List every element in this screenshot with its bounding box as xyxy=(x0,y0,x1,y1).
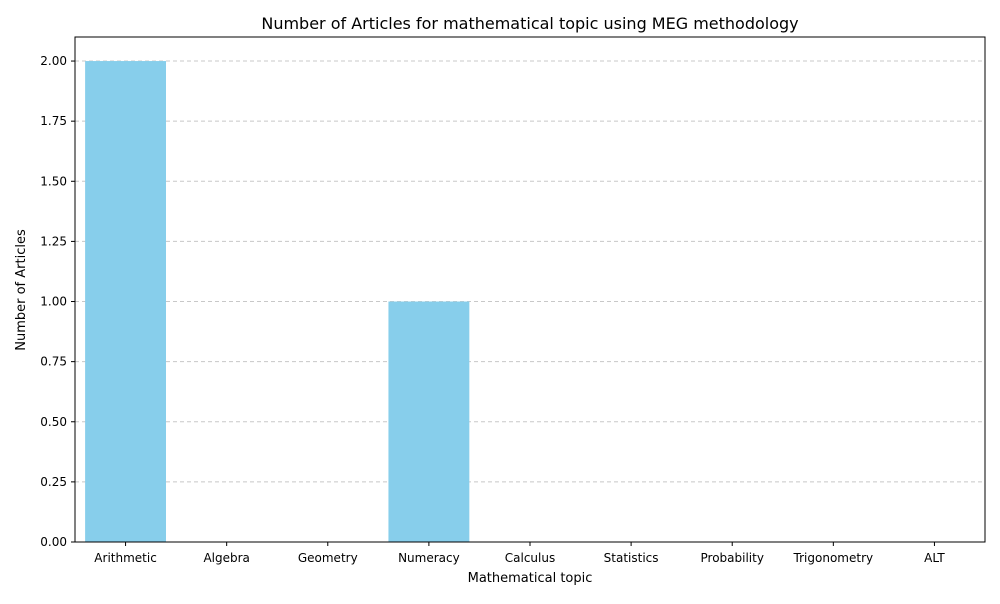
y-tick-label: 0.25 xyxy=(40,475,67,489)
chart-title: Number of Articles for mathematical topi… xyxy=(261,14,798,33)
bar-numeracy xyxy=(388,301,470,542)
x-tick-label: Statistics xyxy=(604,551,659,565)
x-tick-label: Arithmetic xyxy=(94,551,157,565)
y-tick-label: 2.00 xyxy=(40,54,67,68)
plot-area-frame xyxy=(74,36,986,543)
x-tick-label: Trigonometry xyxy=(793,551,874,565)
y-tick-label: 1.50 xyxy=(40,174,67,188)
x-tick-label: ALT xyxy=(924,551,945,565)
x-tick-label: Geometry xyxy=(298,551,358,565)
y-tick-label: 0.50 xyxy=(40,415,67,429)
y-tick-label: 0.75 xyxy=(40,355,67,369)
y-axis-ticks: 0.00 0.25 0.50 0.75 1.00 1.25 1.50 1.75 2.00 xyxy=(40,54,75,549)
x-axis-label: Mathematical topic xyxy=(468,571,593,586)
x-tick-label: Algebra xyxy=(203,551,249,565)
y-tick-label: 1.75 xyxy=(40,114,67,128)
y-tick-label: 0.00 xyxy=(40,535,67,549)
x-tick-label: Calculus xyxy=(505,551,555,565)
bars xyxy=(85,61,470,543)
x-axis-ticks: Arithmetic Algebra Geometry Numeracy Calculu… xyxy=(94,542,945,565)
x-tick-label: Probability xyxy=(701,551,764,565)
x-tick-label: Numeracy xyxy=(398,551,460,565)
y-axis-label: Number of Articles xyxy=(14,229,29,351)
grid-lines xyxy=(75,60,985,543)
bar-arithmetic xyxy=(85,61,166,543)
y-tick-label: 1.00 xyxy=(40,295,67,309)
y-tick-label: 1.25 xyxy=(40,234,67,248)
